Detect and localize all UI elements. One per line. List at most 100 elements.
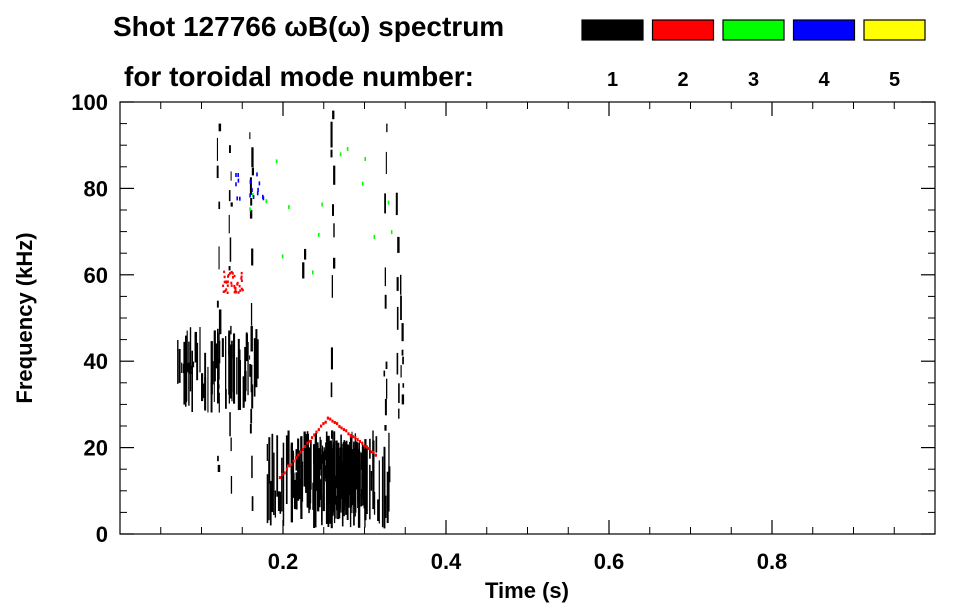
spectrum-mark-mode-1 bbox=[295, 449, 298, 471]
spectrum-mark-mode-2 bbox=[241, 288, 244, 292]
spectrum-mark-mode-1 bbox=[217, 384, 220, 389]
spectrum-mark-mode-2 bbox=[223, 280, 226, 284]
spectrum-mark-mode-1 bbox=[330, 121, 333, 148]
spectrum-mark-mode-4 bbox=[236, 196, 238, 201]
spectrum-mark-mode-1 bbox=[329, 440, 332, 463]
spectrum-mark-mode-1 bbox=[358, 442, 360, 488]
spectrum-mark-mode-2 bbox=[232, 276, 234, 279]
spectrum-mark-mode-4 bbox=[249, 179, 252, 184]
spectrum-mark-mode-1 bbox=[396, 277, 399, 291]
spectrum-mark-mode-1 bbox=[320, 479, 322, 500]
spectrum-mark-mode-1 bbox=[308, 461, 310, 514]
spectrum-mark-mode-2 bbox=[365, 445, 368, 449]
spectrum-mark-mode-1 bbox=[322, 451, 325, 512]
spectrum-mark-mode-1 bbox=[225, 389, 227, 409]
spectrum-mark-mode-2 bbox=[233, 284, 236, 288]
spectrum-mark-mode-1 bbox=[333, 441, 336, 524]
spectrum-mark-mode-1 bbox=[304, 248, 307, 260]
spectrum-mark-mode-1 bbox=[342, 448, 345, 510]
spectrum-mark-mode-1 bbox=[378, 460, 380, 524]
spectrum-mark-mode-4 bbox=[239, 196, 241, 201]
spectrum-mark-mode-1 bbox=[218, 246, 220, 270]
spectrum-mark-mode-2 bbox=[322, 422, 325, 426]
spectrum-mark-mode-1 bbox=[330, 149, 333, 158]
spectrum-mark-mode-2 bbox=[349, 434, 352, 437]
spectrum-mark-mode-2 bbox=[223, 275, 226, 279]
spectrum-mark-mode-1 bbox=[398, 383, 400, 403]
spectrum-mark-mode-1 bbox=[302, 262, 305, 279]
spectrum-mark-mode-1 bbox=[185, 362, 188, 372]
spectrum-mark-mode-1 bbox=[216, 165, 219, 179]
spectrum-mark-mode-2 bbox=[238, 284, 241, 288]
spectrum-mark-mode-1 bbox=[228, 266, 231, 271]
spectrum-mark-mode-2 bbox=[351, 435, 355, 439]
spectrum-mark-mode-1 bbox=[231, 344, 233, 402]
spectrum-mark-mode-3 bbox=[249, 207, 251, 212]
spectrum-mark-mode-3 bbox=[288, 205, 290, 210]
spectrum-mark-mode-1 bbox=[236, 357, 238, 395]
spectrum-mark-mode-2 bbox=[354, 436, 357, 440]
legend-swatch-mode-2 bbox=[651, 19, 715, 41]
spectrum-mark-mode-2 bbox=[226, 291, 229, 294]
spectrum-mark-mode-2 bbox=[338, 424, 341, 428]
spectrum-mark-mode-1 bbox=[250, 198, 253, 206]
spectrum-mark-mode-1 bbox=[266, 443, 268, 461]
spectrum-mark-mode-2 bbox=[374, 453, 377, 457]
spectrum-mark-mode-1 bbox=[303, 431, 306, 487]
spectrum-mark-mode-2 bbox=[283, 471, 286, 475]
spectrum-mark-mode-1 bbox=[355, 441, 358, 490]
spectrum-mark-mode-1 bbox=[333, 165, 336, 185]
spectrum-mark-mode-1 bbox=[273, 452, 275, 515]
spectrum-mark-mode-1 bbox=[384, 193, 386, 214]
spectrum-mark-mode-1 bbox=[182, 363, 185, 374]
spectrum-mark-mode-2 bbox=[230, 271, 233, 274]
spectrum-mark-mode-1 bbox=[196, 342, 199, 381]
spectrum-mark-mode-2 bbox=[317, 428, 320, 432]
spectrum-mark-mode-2 bbox=[229, 272, 231, 275]
spectrum-mark-mode-1 bbox=[213, 330, 216, 382]
spectrum-mark-mode-1 bbox=[334, 475, 336, 505]
spectrum-mark-mode-2 bbox=[236, 281, 239, 285]
spectrum-mark-mode-1 bbox=[345, 470, 348, 490]
spectrum-mark-mode-1 bbox=[312, 482, 315, 510]
spectrum-mark-mode-3 bbox=[281, 254, 284, 259]
spectrum-mark-mode-1 bbox=[333, 223, 335, 238]
spectrum-mark-mode-1 bbox=[360, 452, 362, 470]
spectrum-mark-mode-1 bbox=[271, 433, 274, 513]
spectrum-mark-mode-1 bbox=[317, 450, 319, 510]
legend-label-mode-1: 1 bbox=[607, 69, 618, 91]
spectrum-mark-mode-2 bbox=[294, 456, 298, 460]
spectrum-mark-mode-1 bbox=[229, 412, 231, 437]
spectrum-mark-mode-1 bbox=[349, 442, 352, 475]
spectrum-mark-mode-1 bbox=[218, 340, 221, 364]
spectrum-mark-mode-1 bbox=[217, 464, 221, 472]
legend-swatch-mode-3 bbox=[722, 19, 785, 41]
spectrum-mark-mode-1 bbox=[365, 445, 368, 514]
legend-swatch-mode-5 bbox=[863, 19, 926, 41]
x-tick-label: 0.6 bbox=[594, 549, 625, 574]
spectrum-mark-mode-1 bbox=[177, 340, 179, 384]
spectrum-mark-mode-2 bbox=[347, 432, 350, 436]
spectrum-mark-mode-1 bbox=[255, 329, 258, 388]
spectrum-mark-mode-1 bbox=[333, 257, 336, 269]
spectrum-mark-mode-1 bbox=[251, 167, 254, 176]
spectrum-mark-mode-1 bbox=[250, 325, 253, 352]
spectrum-mark-mode-1 bbox=[385, 151, 387, 174]
spectrum-mark-mode-2 bbox=[278, 476, 282, 480]
spectrum-mark-mode-2 bbox=[233, 274, 236, 278]
spectrum-mark-mode-2 bbox=[367, 447, 371, 450]
spectrum-mark-mode-2 bbox=[329, 417, 332, 421]
spectrum-mark-mode-1 bbox=[218, 201, 221, 210]
spectrum-mark-mode-2 bbox=[363, 444, 366, 448]
spectrum-mark-mode-1 bbox=[251, 248, 254, 266]
spectrum-mark-mode-1 bbox=[249, 364, 251, 377]
spectrum-mark-mode-1 bbox=[298, 450, 301, 488]
axes: 0 20 40 60 80 100 0.2 0.4 0.6 0.8 bbox=[71, 90, 935, 574]
spectrum-mark-mode-1 bbox=[401, 349, 404, 356]
x-tick-label: 0.4 bbox=[431, 549, 462, 574]
spectrum-mark-mode-1 bbox=[360, 494, 362, 507]
spectrum-mark-mode-1 bbox=[331, 430, 334, 439]
spectrum-mark-mode-2 bbox=[222, 284, 225, 287]
spectrum-mark-mode-1 bbox=[301, 461, 304, 502]
